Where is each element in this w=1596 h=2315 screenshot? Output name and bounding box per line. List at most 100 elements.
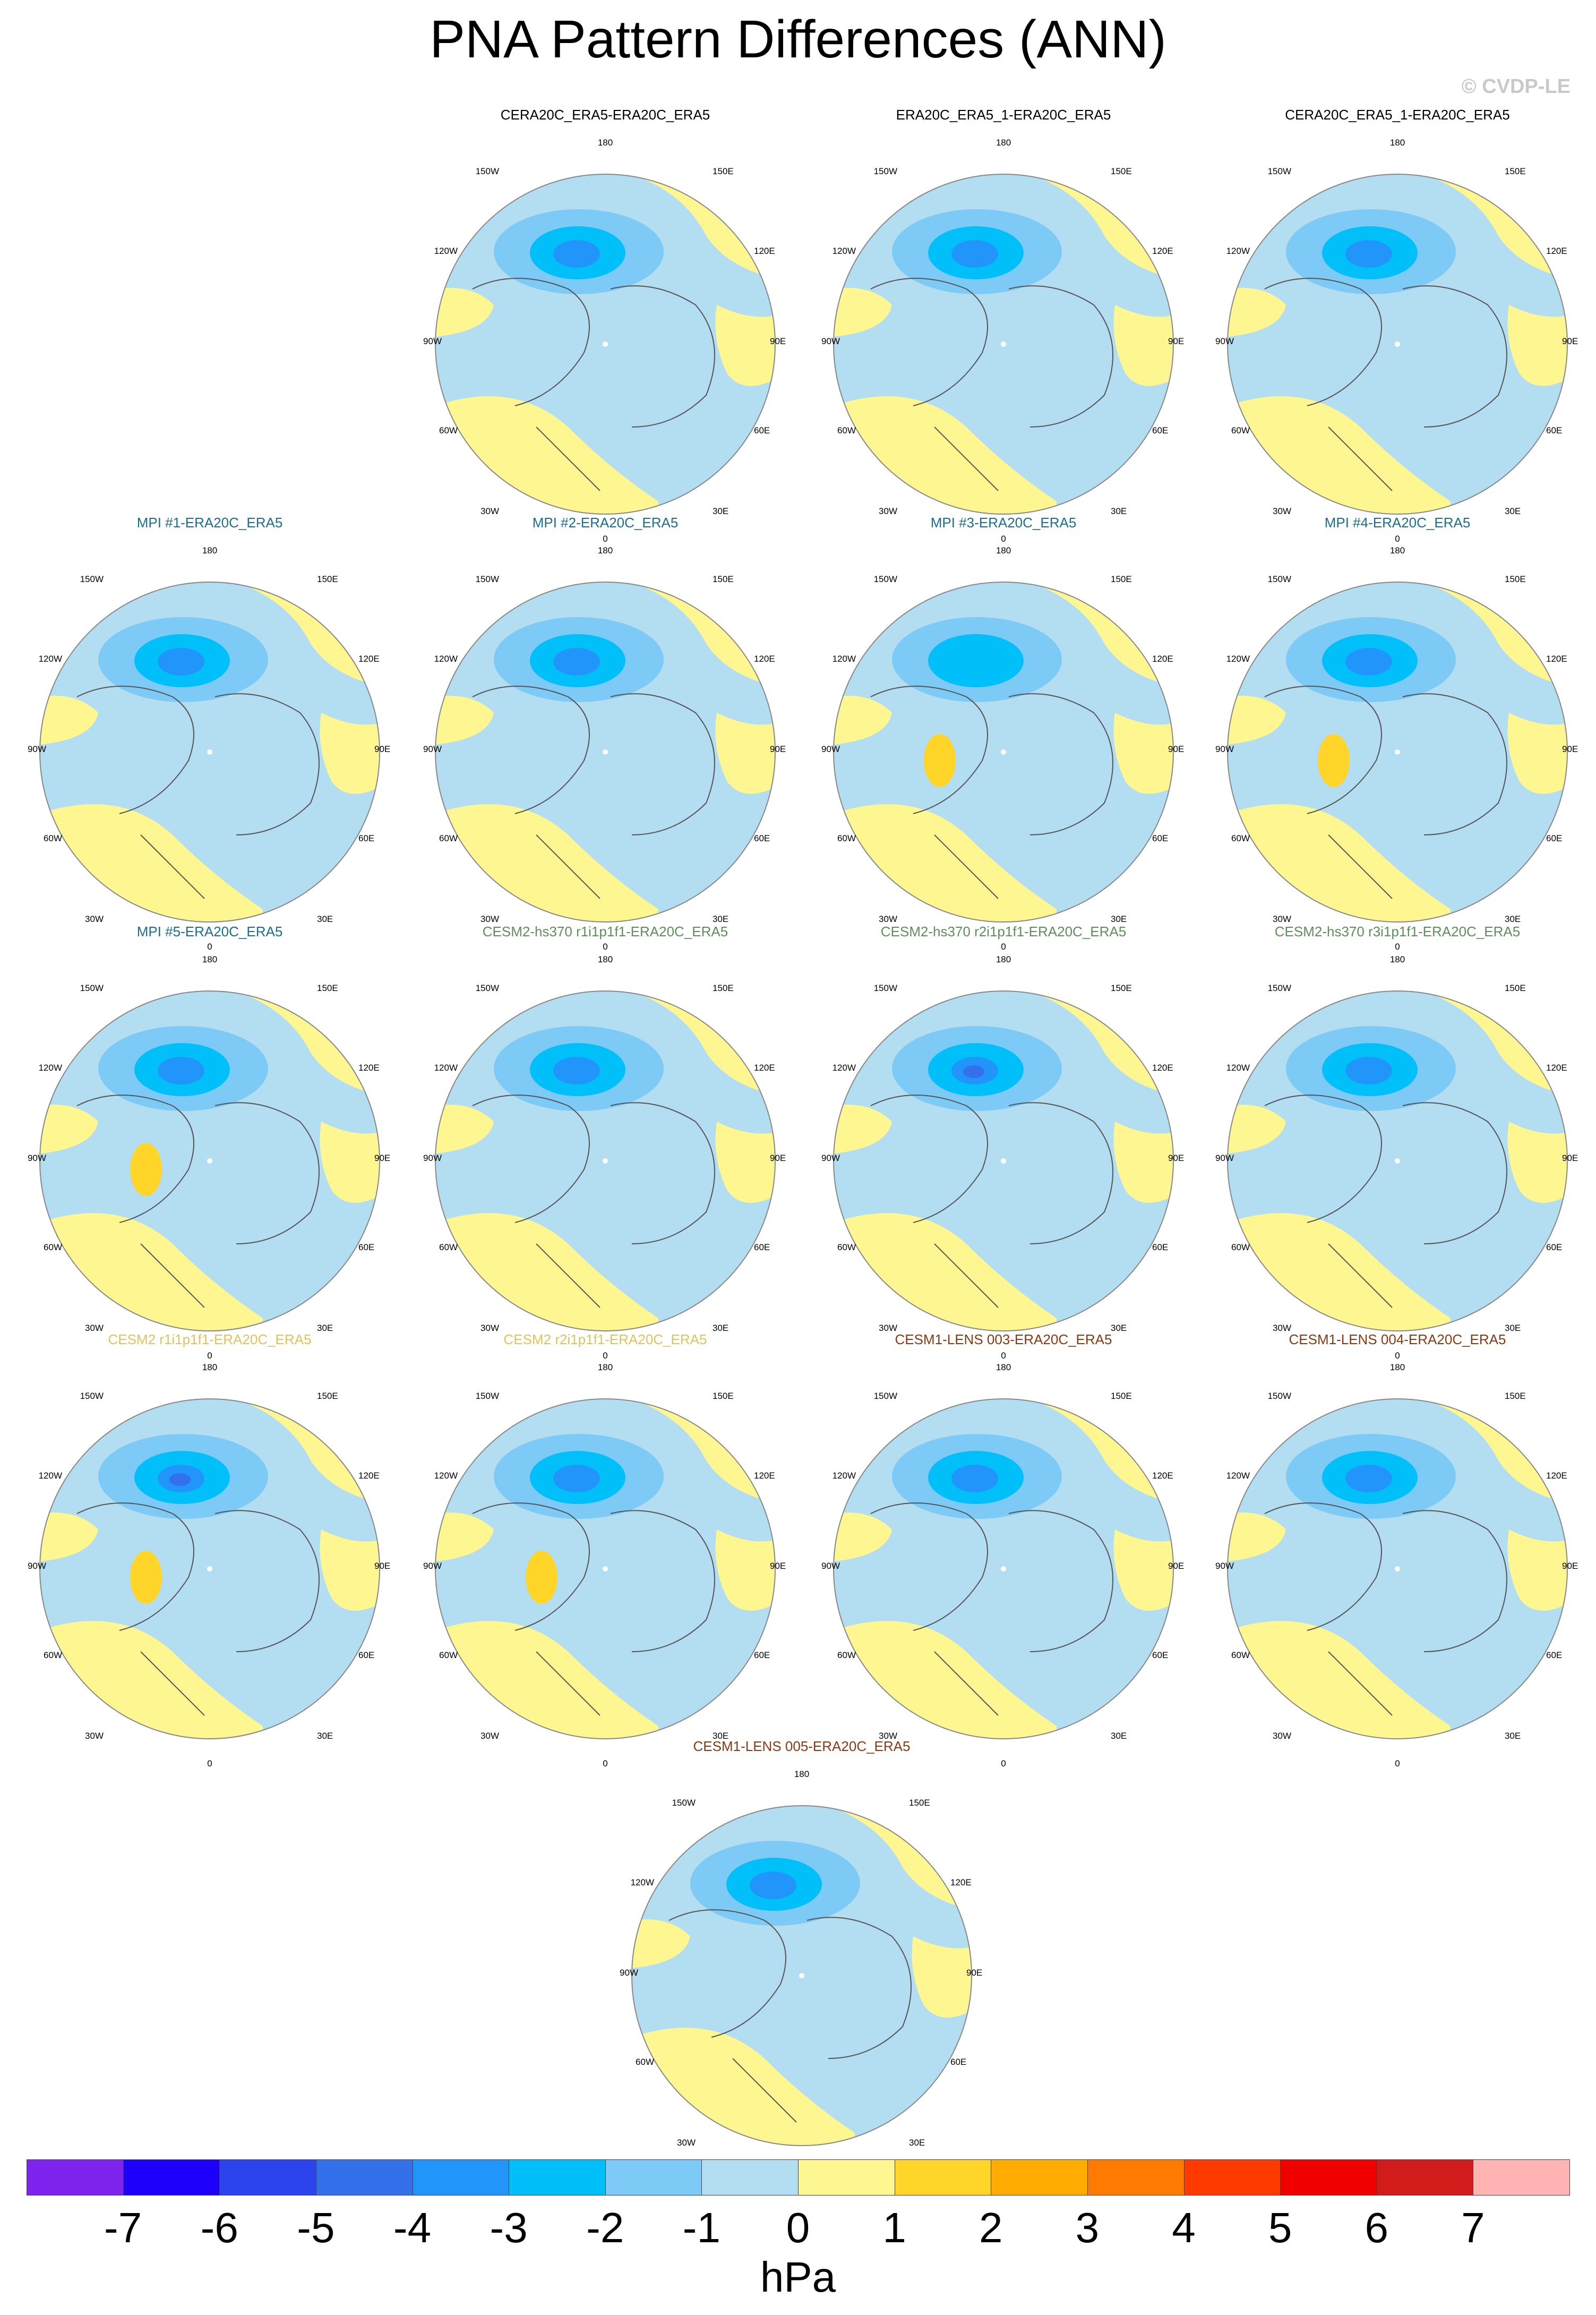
longitude-label: 120E bbox=[950, 1877, 972, 1887]
longitude-label: 150E bbox=[713, 166, 734, 176]
longitude-label: 120W bbox=[631, 1877, 654, 1887]
longitude-label: 30W bbox=[1273, 914, 1291, 924]
longitude-label: 90E bbox=[1168, 744, 1184, 754]
map-panel: MPI #2-ERA20C_ERA5 180 150W 150E 120W 120E 90W… bbox=[409, 514, 802, 952]
longitude-label: 90W bbox=[821, 1153, 840, 1163]
longitude-label: 90E bbox=[1562, 1153, 1578, 1163]
map-boundary bbox=[435, 1398, 776, 1739]
panel-title: MPI #4-ERA20C_ERA5 bbox=[1324, 515, 1471, 531]
longitude-label: 30W bbox=[677, 2138, 696, 2148]
map-panel: MPI #3-ERA20C_ERA5 180 150W 150E 120W 120E 90W… bbox=[807, 514, 1200, 952]
panel-title: CERA20C_ERA5-ERA20C_ERA5 bbox=[500, 107, 710, 123]
positive-anomaly-region bbox=[632, 1919, 690, 1968]
positive-anomaly-region bbox=[834, 696, 892, 745]
polar-map: 180 150W 150E 120W 120E 90W 90E 60W 60E 30W 30E 0 bbox=[28, 545, 390, 952]
map-panel: MPI #4-ERA20C_ERA5 180 150W 150E 120W 120E 90W… bbox=[1201, 514, 1594, 952]
colorbar-swatch bbox=[605, 2159, 702, 2196]
colorbar-tick-label: -7 bbox=[104, 2204, 142, 2251]
longitude-label: 60E bbox=[1152, 833, 1168, 843]
longitude-label: 90E bbox=[770, 336, 786, 346]
north-pole-marker bbox=[603, 749, 608, 755]
longitude-label: 90W bbox=[1215, 1153, 1234, 1163]
longitude-label: 150E bbox=[1505, 574, 1526, 584]
longitude-label: 30E bbox=[1111, 506, 1127, 516]
longitude-label: 60W bbox=[837, 1242, 856, 1252]
coastlines bbox=[870, 1502, 1113, 1716]
map-boundary bbox=[39, 582, 380, 922]
longitude-label: 0 bbox=[1001, 1758, 1006, 1769]
map-panel: CESM2 r1i1p1f1-ERA20C_ERA5 180 150W 150E 120… bbox=[13, 1331, 406, 1769]
panel-title: CESM1-LENS 003-ERA20C_ERA5 bbox=[895, 1331, 1112, 1347]
map-boundary bbox=[833, 582, 1174, 922]
longitude-label: 120E bbox=[1546, 654, 1567, 664]
positive-anomaly-region bbox=[40, 1105, 98, 1154]
longitude-label: 120E bbox=[1152, 1063, 1173, 1073]
longitude-label: 180 bbox=[202, 954, 217, 964]
positive-anomaly-region bbox=[1113, 713, 1173, 794]
longitude-label: 90E bbox=[1562, 336, 1578, 346]
longitude-label: 150E bbox=[1505, 166, 1526, 176]
longitude-label: 60W bbox=[439, 1242, 458, 1252]
longitude-label: 0 bbox=[1001, 942, 1006, 952]
longitude-label: 30W bbox=[480, 506, 499, 516]
colorbar-swatch bbox=[219, 2159, 316, 2196]
north-pole-marker bbox=[1395, 1158, 1400, 1164]
longitude-label: 120W bbox=[1226, 654, 1250, 664]
longitude-label: 90E bbox=[374, 1153, 390, 1163]
longitude-label: 90W bbox=[821, 744, 840, 754]
colorbar-tick-label: -2 bbox=[586, 2204, 624, 2251]
longitude-label: 120E bbox=[1152, 654, 1173, 664]
map-boundary bbox=[435, 174, 776, 515]
longitude-label: 60E bbox=[1152, 425, 1168, 435]
longitude-label: 0 bbox=[603, 1351, 607, 1361]
credit-watermark: © CVDP-LE bbox=[1461, 75, 1571, 98]
longitude-label: 30W bbox=[879, 914, 897, 924]
polar-map: 180 150W 150E 120W 120E 90W 90E 60W 60E 30W 30E 0 bbox=[1215, 1362, 1578, 1769]
map-panel: CERA20C_ERA5-ERA20C_ERA5 180 150W 150E 120W 1… bbox=[409, 106, 802, 544]
longitude-label: 90W bbox=[28, 744, 46, 754]
north-pole-marker bbox=[1395, 1566, 1400, 1571]
longitude-label: 0 bbox=[207, 1351, 212, 1361]
panel-title: CESM1-LENS 005-ERA20C_ERA5 bbox=[693, 1738, 911, 1754]
colorbar-swatch bbox=[1376, 2159, 1474, 2196]
north-pole-marker bbox=[1001, 1158, 1006, 1164]
positive-anomaly-region bbox=[1113, 1122, 1173, 1203]
longitude-label: 30W bbox=[480, 914, 499, 924]
longitude-label: 90E bbox=[770, 744, 786, 754]
map-panel: CESM2-hs370 r1i1p1f1-ERA20C_ERA5 180 150W 1… bbox=[409, 923, 802, 1361]
longitude-label: 150E bbox=[909, 1798, 930, 1808]
coastlines bbox=[1264, 686, 1507, 899]
panel-title: MPI #3-ERA20C_ERA5 bbox=[930, 515, 1077, 531]
longitude-label: 30W bbox=[85, 1323, 104, 1333]
longitude-label: 90E bbox=[1168, 1153, 1184, 1163]
longitude-label: 120E bbox=[754, 1063, 775, 1073]
coastlines bbox=[76, 686, 320, 899]
positive-anomaly-region bbox=[715, 1122, 775, 1203]
positive-anomaly-region bbox=[834, 288, 892, 337]
longitude-label: 0 bbox=[207, 942, 212, 952]
coastlines bbox=[870, 278, 1113, 491]
longitude-label: 90W bbox=[821, 1561, 840, 1571]
north-pole-marker bbox=[799, 1973, 804, 1978]
longitude-label: 60E bbox=[358, 1242, 374, 1252]
longitude-label: 150E bbox=[317, 983, 338, 993]
longitude-label: 150W bbox=[80, 983, 104, 993]
longitude-label: 150W bbox=[672, 1798, 696, 1808]
map-boundary bbox=[631, 1805, 972, 2146]
polar-map: 180 150W 150E 120W 120E 90W 90E 60W 60E 30W 30E 0 bbox=[28, 1362, 390, 1769]
longitude-label: 0 bbox=[1395, 534, 1400, 544]
longitude-label: 150W bbox=[1268, 166, 1291, 176]
longitude-label: 90E bbox=[770, 1153, 786, 1163]
longitude-label: 150W bbox=[476, 166, 499, 176]
panel-title: CERA20C_ERA5_1-ERA20C_ERA5 bbox=[1285, 107, 1510, 123]
colorbar-tick-label: -1 bbox=[682, 2204, 720, 2251]
longitude-label: 0 bbox=[1001, 1351, 1006, 1361]
longitude-label: 30E bbox=[713, 914, 728, 924]
colorbar bbox=[27, 2159, 1570, 2197]
colorbar-swatch bbox=[894, 2159, 992, 2196]
longitude-label: 60E bbox=[754, 1242, 770, 1252]
map-boundary bbox=[1227, 1398, 1568, 1739]
longitude-label: 120W bbox=[39, 1063, 62, 1073]
longitude-label: 60E bbox=[754, 425, 770, 435]
longitude-label: 90E bbox=[1168, 336, 1184, 346]
